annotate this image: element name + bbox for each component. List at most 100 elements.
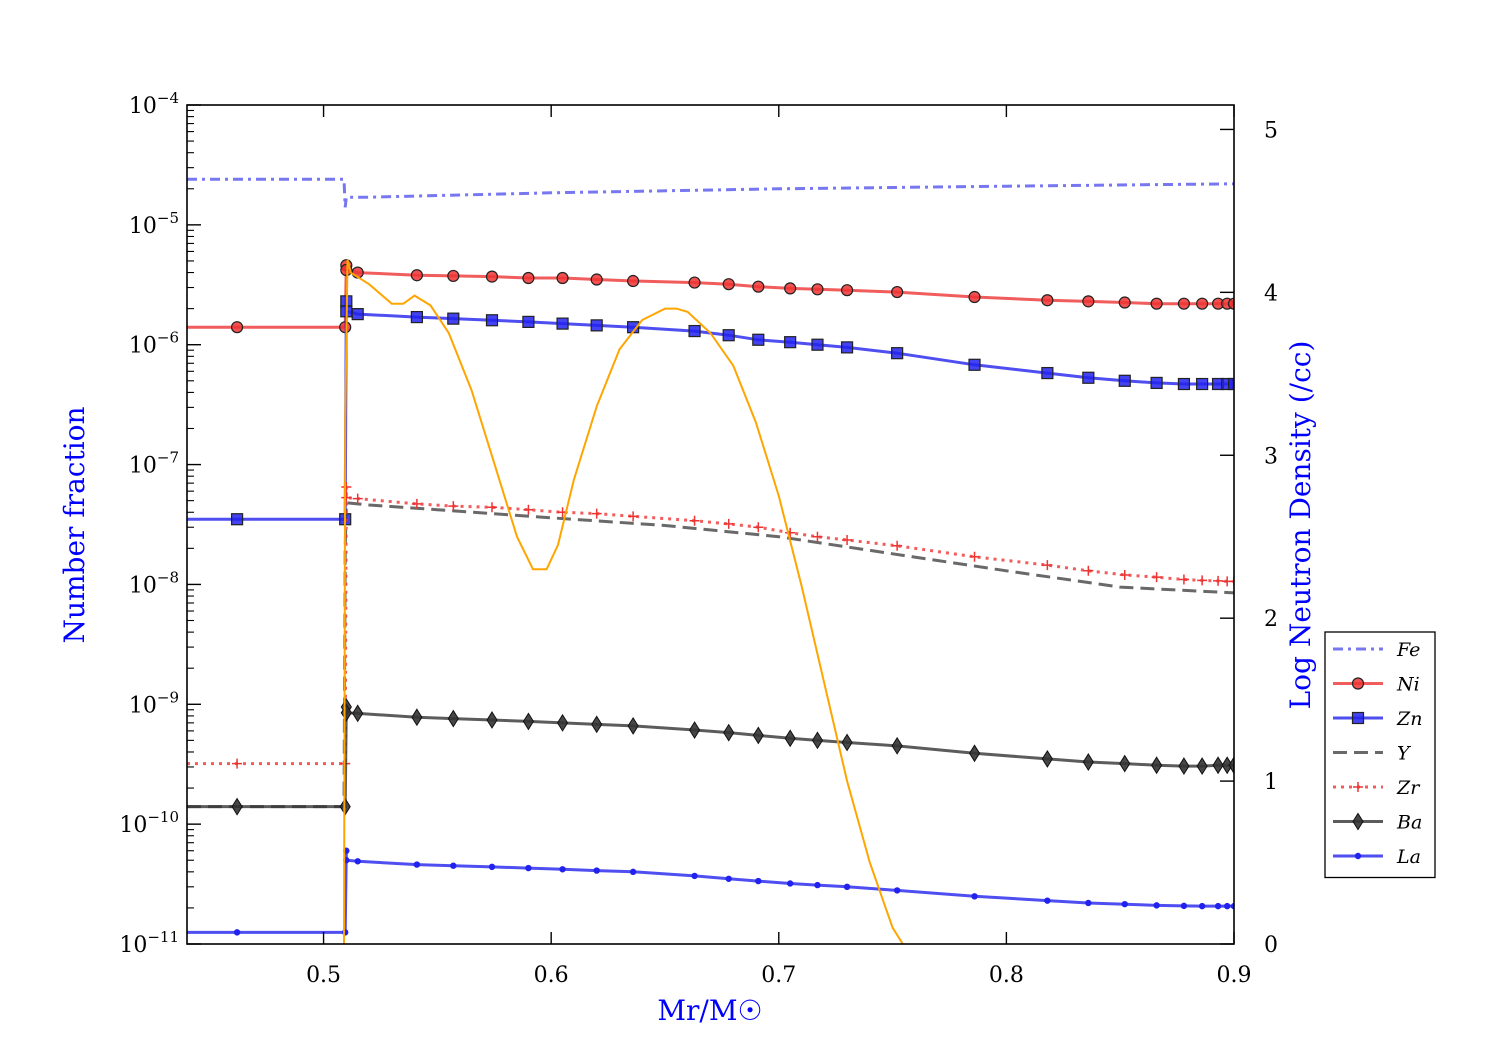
series-neutron-density — [343, 259, 904, 944]
series-point-ni — [590, 273, 603, 286]
series-point-zn — [722, 329, 735, 342]
series-point-zr — [1197, 575, 1208, 586]
series-point-la — [1085, 899, 1092, 907]
series-point-la — [341, 929, 349, 936]
legend: Fe Ni Zn Y Zr Ba La — [1324, 631, 1436, 879]
plot-background — [187, 105, 1234, 944]
series-point-ba — [1119, 754, 1131, 773]
y-left-tick-label: 10−7 — [129, 449, 179, 479]
series-point-zn — [968, 358, 981, 371]
series-point-zn — [447, 312, 460, 325]
series-point-la — [971, 893, 978, 900]
series-point-ni — [1082, 295, 1095, 308]
series-point-ba — [723, 723, 735, 742]
series-point-zr — [341, 481, 352, 492]
series-point-ba — [968, 744, 981, 763]
series-point-ni — [485, 270, 499, 283]
legend-label: Ni — [1396, 674, 1420, 696]
series-la — [187, 847, 1234, 936]
y-left-tick-label: 10−6 — [129, 329, 179, 359]
legend-entry-ba: Ba — [1333, 812, 1422, 834]
legend-entry-ni: Ni — [1333, 674, 1420, 696]
x-tick-label: 0.9 — [1217, 963, 1252, 988]
series-point-ni — [1041, 294, 1054, 307]
series-point-la — [814, 881, 821, 889]
series-point-zn — [1150, 376, 1163, 390]
y-right-tick-label: 5 — [1264, 118, 1278, 143]
series-point-zn — [1118, 374, 1131, 387]
series-point-la — [525, 864, 532, 872]
series-ba — [187, 698, 1234, 816]
series-point-la — [1223, 902, 1231, 910]
series-point-zn — [1041, 366, 1054, 380]
series-point-ni — [447, 269, 460, 283]
series-point-zn — [1177, 377, 1191, 391]
y-right-tick-label: 2 — [1264, 607, 1278, 632]
series-point-ni — [840, 284, 854, 297]
series-layer — [187, 177, 1234, 944]
series-point-zn — [1196, 377, 1209, 391]
series-point-la — [1153, 902, 1160, 909]
series-point-la — [559, 866, 566, 873]
series-point-ni — [1227, 297, 1234, 310]
series-point-ni — [627, 274, 640, 288]
series-point-zr — [753, 522, 764, 533]
series-point-ba — [1082, 753, 1094, 771]
series-point-la — [629, 868, 637, 876]
series-line-y — [187, 501, 1234, 809]
series-point-ba — [486, 711, 498, 729]
x-tick-label: 0.6 — [534, 963, 569, 988]
series-point-zr — [812, 531, 823, 542]
y-left-tick-label: 10−8 — [129, 568, 179, 598]
series-point-zr — [723, 518, 734, 529]
series-point-zn — [752, 333, 765, 346]
series-point-zn — [590, 319, 603, 332]
series-point-ba — [1212, 756, 1224, 775]
series-point-zr — [1042, 560, 1053, 571]
series-point-la — [354, 858, 361, 865]
series-point-ba — [811, 731, 824, 750]
series-point-ba — [627, 716, 639, 735]
series-point-ba — [841, 733, 853, 752]
series-point-ni — [968, 290, 981, 304]
series-fe — [187, 177, 1234, 208]
series-point-zr — [1151, 572, 1162, 583]
legend-entry-la: La — [1333, 846, 1421, 868]
series-point-la — [893, 887, 901, 894]
series-point-ba — [447, 709, 459, 728]
series-point-la — [488, 863, 496, 871]
series-point-ba — [352, 704, 364, 723]
series-point-ba — [752, 726, 764, 745]
series-point-ni — [1177, 297, 1191, 310]
legend-marker — [1354, 852, 1362, 860]
series-point-la — [755, 877, 762, 885]
series-point-ni — [891, 285, 904, 299]
series-point-la — [413, 861, 421, 868]
series-point-zr — [448, 501, 459, 512]
series-point-ni — [410, 269, 423, 282]
legend-label: Fe — [1396, 639, 1420, 661]
series-point-ba — [231, 797, 243, 816]
series-point-zr — [628, 511, 639, 522]
series-point-zn — [891, 347, 904, 360]
legend-label: Zr — [1396, 777, 1421, 799]
plot-frame — [186, 104, 1235, 945]
series-point-la — [786, 880, 794, 887]
series-point-zn — [522, 315, 535, 329]
legend-marker — [1352, 812, 1364, 831]
series-point-ni — [522, 271, 535, 285]
series-point-zr — [486, 502, 497, 513]
series-point-zn — [1082, 371, 1095, 384]
series-point-la — [593, 867, 600, 874]
series-line-fe — [187, 177, 1234, 208]
x-tick-label: 0.7 — [761, 963, 796, 988]
series-point-ni — [230, 321, 244, 334]
series-point-la — [450, 862, 457, 869]
y-left-tick-label: 10−11 — [119, 928, 179, 958]
series-point-zr — [892, 540, 903, 551]
series-point-zn — [485, 314, 499, 327]
series-point-ni — [1150, 297, 1163, 310]
series-point-zn — [840, 341, 854, 354]
legend-entry-fe: Fe — [1333, 639, 1420, 661]
